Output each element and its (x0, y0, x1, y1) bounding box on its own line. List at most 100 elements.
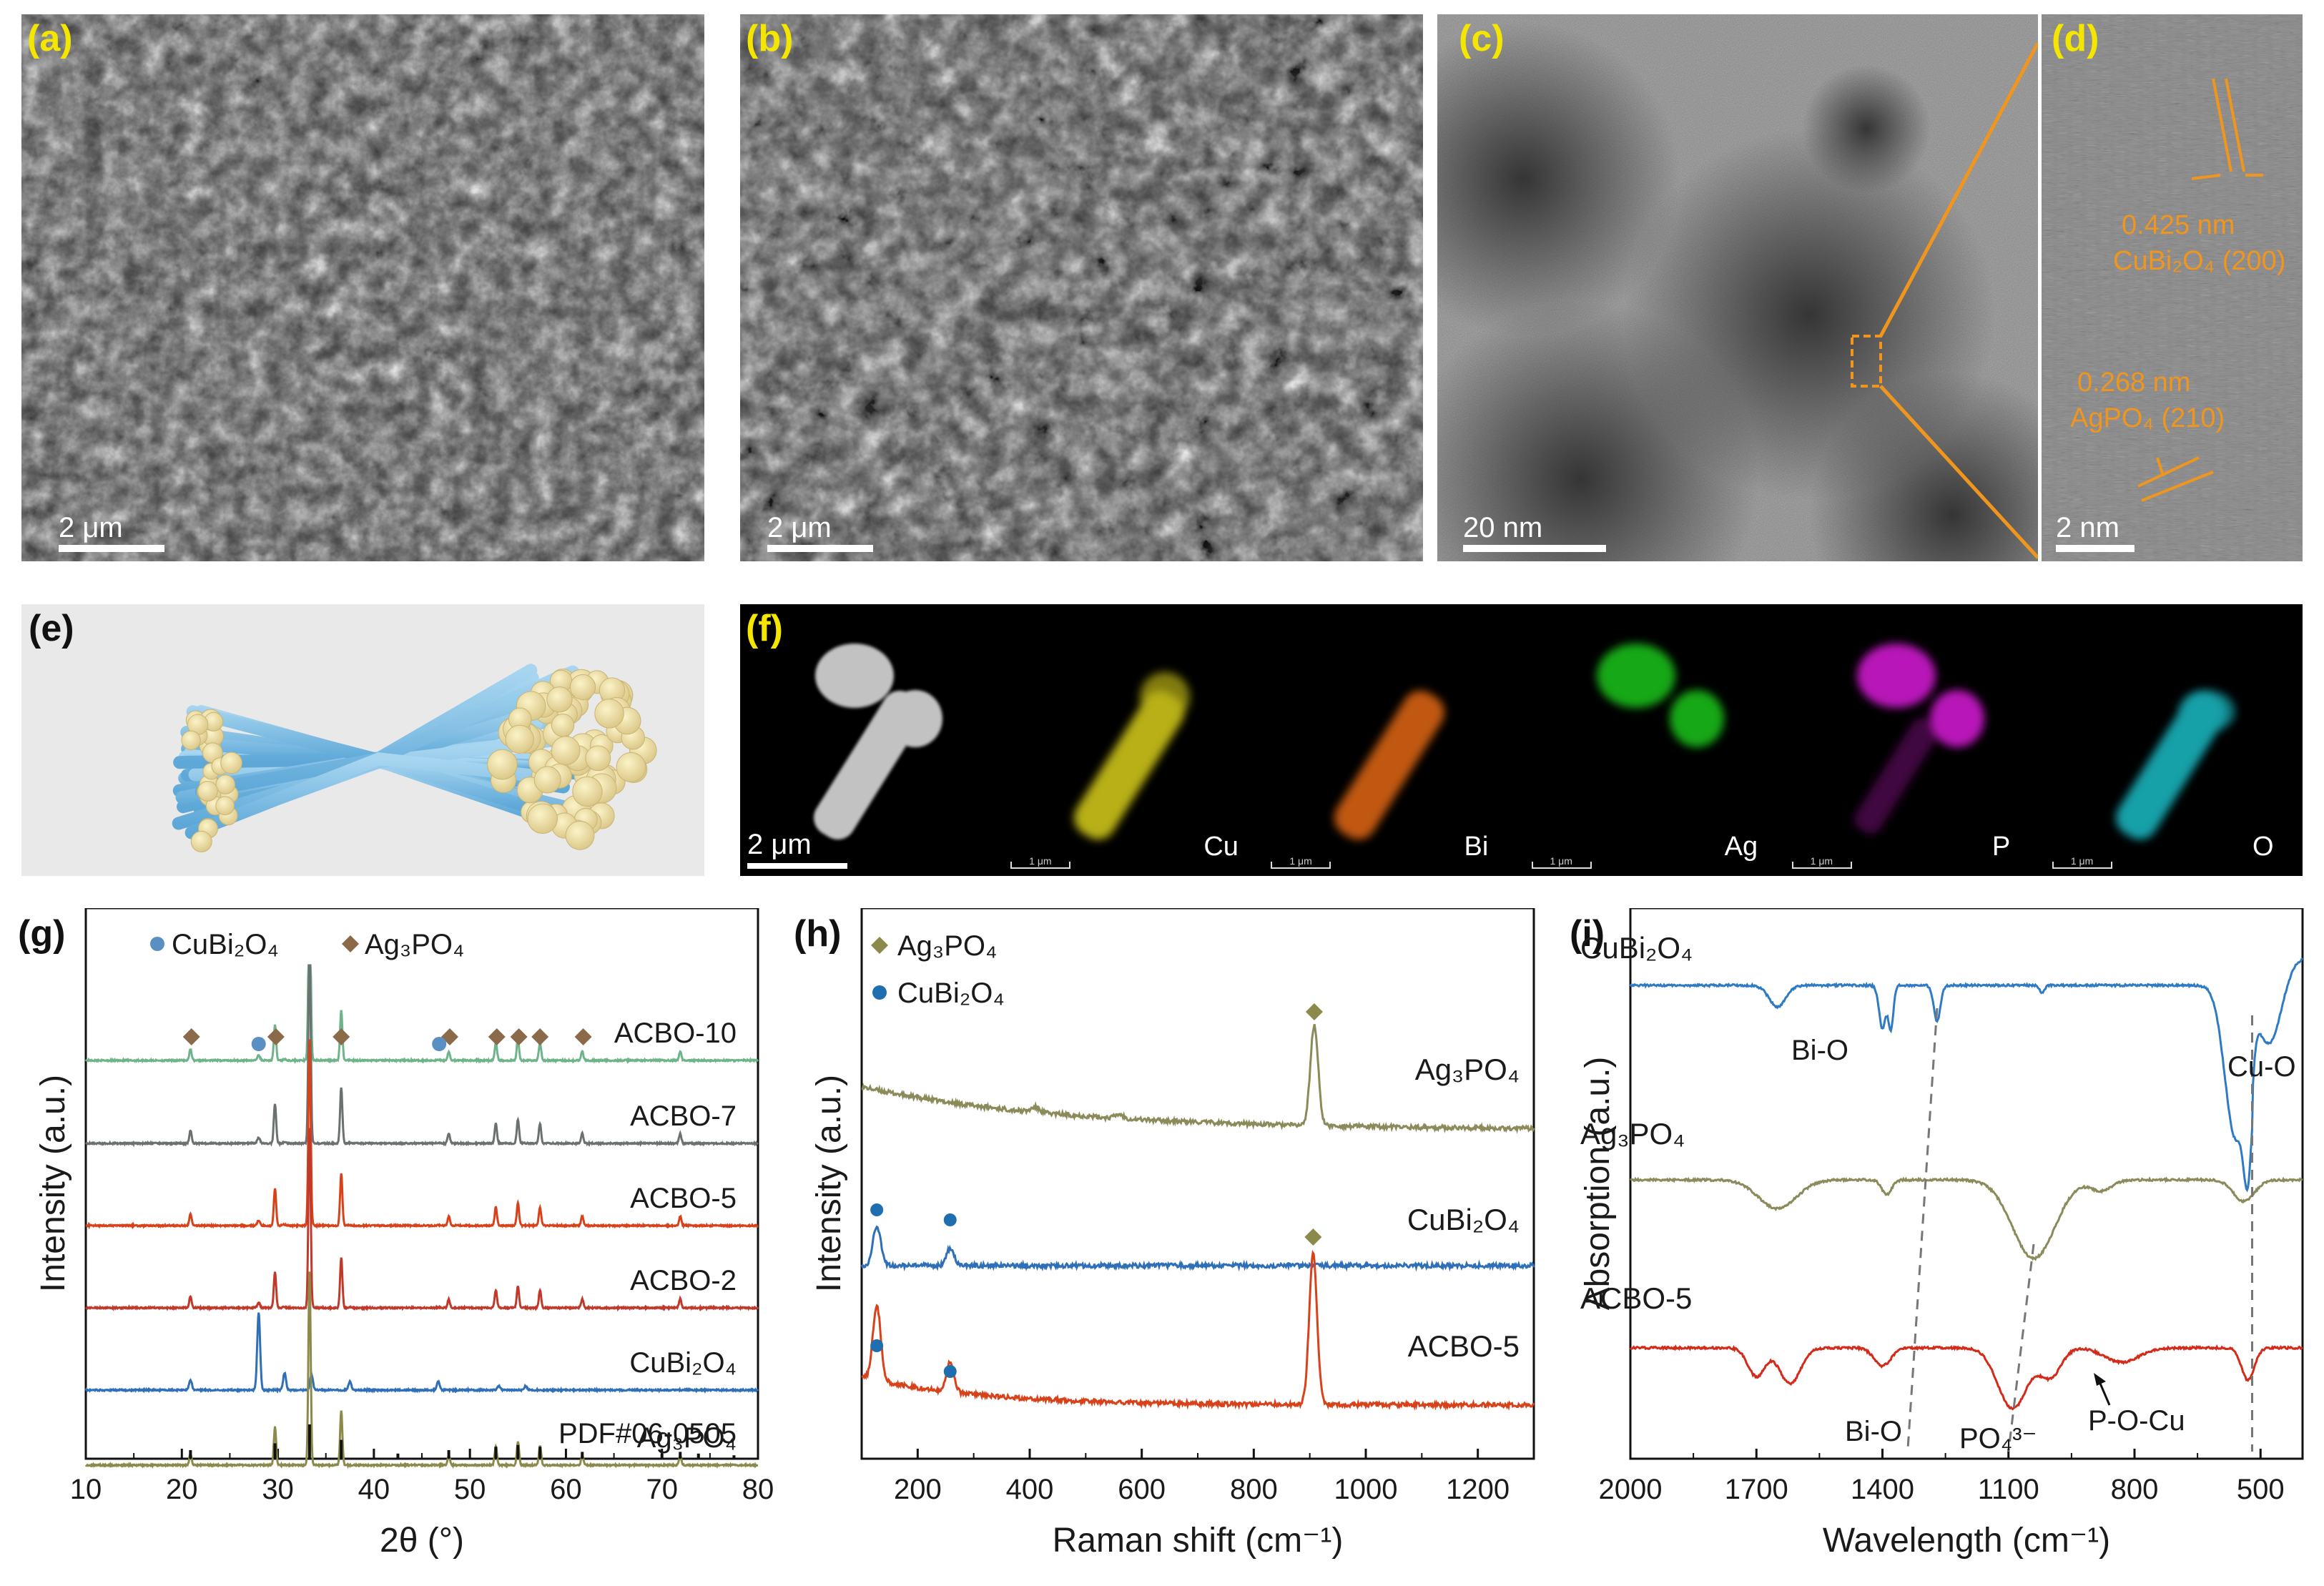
raman-series-line (861, 1249, 1535, 1412)
nanoparticle (565, 820, 595, 850)
ftir-chart: 2000 1700 1400 1100 800 500 Wavelength (cm⁻¹) A… (1579, 908, 2304, 1560)
panel-label-c: (c) (1459, 18, 1505, 59)
legend-diamond-marker (342, 935, 359, 952)
nanorod (184, 752, 538, 839)
ftir-annot-po4: PO₄³⁻ (1959, 1423, 2037, 1454)
nanoparticle (505, 724, 534, 754)
lattice-spacing-2: 0.268 nm (2077, 368, 2191, 398)
panel-label-d: (d) (2052, 18, 2099, 59)
legend-circle-marker (872, 985, 887, 1000)
x-tick-label: 60 (550, 1474, 582, 1505)
ftir-guide-line (2007, 1243, 2035, 1452)
xrd-series-label: CuBi₂O₄ (629, 1347, 737, 1379)
hrtem-image-d: (d) 0.425 nm CuBi₂O₄ (200) 0.268 nm AgPO… (2042, 14, 2303, 561)
nanoparticle (220, 752, 242, 774)
raman-circle-marker (870, 1339, 884, 1352)
scale-text-b: 2 μm (767, 512, 832, 543)
x-tick-label: 80 (742, 1474, 774, 1505)
scale-bar-f (747, 863, 847, 869)
eds-mapping-f: Cu 1 μm Bi 1 μm Ag 1 μm (740, 604, 2303, 876)
nanoparticle (572, 776, 603, 807)
eds-tiny-scale-text: 1 μm (1810, 855, 1833, 867)
raman-circle-marker (870, 1203, 884, 1216)
x-tick-label: 400 (1006, 1474, 1054, 1505)
ftir-annot-arrowhead (2094, 1373, 2106, 1386)
panel-label-e: (e) (29, 608, 74, 649)
panel-label-a: (a) (27, 18, 73, 59)
eds-map-p (1781, 604, 2040, 876)
y-axis-label: Intensity (a.u.) (34, 1075, 72, 1292)
legend-diamond-marker (871, 937, 888, 954)
xrd-series-line (85, 1128, 759, 1312)
eds-map-haadf (740, 604, 999, 876)
nanoparticle (527, 803, 558, 834)
sem-texture-a (21, 14, 704, 561)
eds-tiny-scalebar (1531, 862, 1592, 869)
nanoparticle (190, 830, 212, 852)
x-tick-label: 800 (1230, 1474, 1278, 1505)
nanoparticle (594, 699, 624, 729)
xrd-series-line (84, 964, 759, 1065)
scale-text-a: 2 μm (59, 512, 123, 543)
raman-diamond-marker (1304, 1228, 1322, 1246)
x-tick-label: 600 (1118, 1474, 1166, 1505)
xrd-diamond-marker (488, 1028, 506, 1045)
ftir-annot-pocu: P-O-Cu (2088, 1405, 2185, 1437)
raman-series-label: CuBi₂O₄ (1407, 1203, 1520, 1236)
ftir-annot-bio-1: Bi-O (1791, 1035, 1848, 1066)
eds-map-bi (1261, 604, 1520, 876)
xrd-series-label: ACBO-7 (630, 1100, 737, 1132)
xrd-series-label: Ag₃PO₄ (637, 1422, 737, 1454)
eds-shape (1334, 691, 1445, 839)
ftir-series-line (1630, 1176, 2303, 1261)
xrd-series-line (84, 1271, 759, 1469)
ftir-label-cubi2o4: CuBi₂O₄ (1580, 931, 1693, 965)
legend-label-ag3po4: Ag₃PO₄ (365, 929, 464, 960)
sem-texture-b (740, 14, 1423, 561)
x-tick-label: 1400 (1851, 1474, 1914, 1505)
raman-chart: 200 400 600 800 1000 1200 Raman shift (cm⁻¹) In… (810, 908, 1535, 1560)
xrd-circle-marker (432, 1037, 447, 1051)
eds-element-label: P (1991, 832, 2011, 862)
xrd-circle-marker (251, 1037, 266, 1051)
xrd-series-label: ACBO-5 (630, 1183, 737, 1214)
ftir-series-line (1629, 1344, 2303, 1411)
xrd-series-label: ACBO-10 (614, 1018, 737, 1049)
panel-label-h: (h) (794, 913, 842, 955)
plot-frame (1629, 908, 2304, 1460)
eds-shape (2115, 690, 2235, 839)
ftir-label-ag3po4: Ag₃PO₄ (1580, 1117, 1685, 1151)
x-tick-label: 50 (454, 1474, 486, 1505)
nanoparticle (487, 749, 518, 780)
scale-bar-c (1463, 545, 1606, 552)
xrd-series-label: ACBO-2 (630, 1265, 737, 1296)
ftir-annot-cuo: Cu-O (2227, 1051, 2296, 1083)
eds-element-label: Bi (1464, 832, 1489, 862)
panel-label-i: (i) (1570, 913, 1605, 955)
x-tick-label: 70 (646, 1474, 678, 1505)
x-axis-label: Raman shift (cm⁻¹) (1053, 1522, 1344, 1560)
xrd-chart: 10 20 30 40 50 60 70 80 2θ (°) Intensity (a.u.) Cu… (34, 908, 774, 1560)
xrd-diamond-marker (531, 1028, 549, 1045)
x-tick-label: 40 (358, 1474, 390, 1505)
raman-diamond-marker (1305, 1003, 1323, 1020)
x-tick-label: 800 (2111, 1474, 2159, 1505)
panel-label-b: (b) (746, 18, 794, 59)
raman-circle-marker (943, 1213, 957, 1226)
eds-map-o (2042, 604, 2300, 876)
x-tick-label: 500 (2237, 1474, 2285, 1505)
scale-text-c: 20 nm (1463, 512, 1543, 543)
eds-tiny-scale-text: 1 μm (2070, 855, 2094, 867)
sem-image-a: (a) 2 μm (21, 14, 704, 561)
xrd-series-line (85, 1039, 759, 1230)
schematic-e: (e) (21, 604, 704, 876)
x-tick-label: 20 (166, 1474, 198, 1505)
raman-circle-marker (943, 1365, 957, 1378)
nanoparticle (215, 774, 236, 794)
ftir-label-acbo5: ACBO-5 (1580, 1281, 1692, 1315)
ftir-guide-line (1906, 1008, 1939, 1452)
x-tick-label: 1000 (1334, 1474, 1398, 1505)
x-tick-label: 1700 (1725, 1474, 1788, 1505)
hrtem-texture-d (2042, 14, 2303, 561)
scale-text-f: 2 μm (747, 829, 812, 860)
